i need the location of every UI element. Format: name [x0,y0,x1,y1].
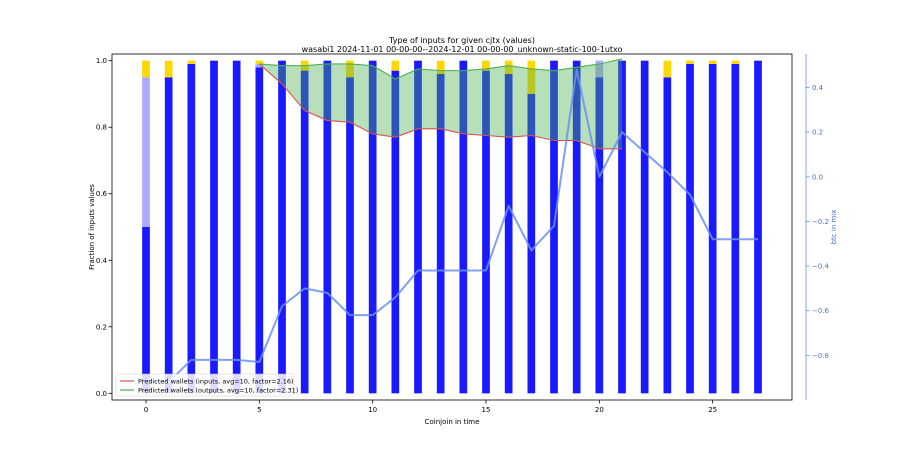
bar-segment [663,60,672,78]
bar-segment [595,60,604,78]
x-tick-label: 5 [257,406,261,414]
y2-tick-label: −0.4 [812,263,830,271]
bar-segment [142,227,150,394]
bar-segment [232,60,241,394]
chart-subtitle: wasabi1 2024-11-01 00-00-00--2024-12-01 … [301,45,623,54]
bar-segment [504,60,513,74]
x-tick-label: 25 [708,406,717,414]
x-tick-label: 0 [144,406,148,414]
fill-layer [259,58,622,149]
predicted-inputs-line [258,63,622,150]
y-tick-label: 0.4 [96,257,108,265]
plot-frame [111,53,793,401]
bar-segment [142,77,150,228]
bar-segment [278,60,286,394]
y-tick-label: 0.2 [96,323,107,331]
bar-segment [414,60,422,394]
x-axis-label: Coinjoin in time [425,418,480,426]
bar-segment [527,60,536,94]
legend: Predicted wallets (inputs, avg=10, facto… [115,373,298,397]
bar-segment [595,77,604,394]
y-tick-label: 0.0 [96,390,107,398]
bar-segment [391,60,400,71]
y-tick-label: 0.6 [96,190,108,198]
lines-layer [146,58,758,384]
axes-layer: 0 5 10 15 20 25 0.0 0.2 0.4 0.6 0.8 1.0 −0.8 −0.6 −0.4… [88,53,838,426]
bar-segment [142,60,150,78]
bar-segment [482,60,490,71]
bar-segment [754,60,762,394]
bar-segment [210,60,218,394]
bar-segment [708,63,717,394]
predicted-outputs-line [259,58,623,80]
bar-segment [731,63,740,394]
x-tick-label: 10 [368,406,377,414]
bar-segment [164,77,173,394]
bar-segment [255,60,264,64]
y2-tick-label: 0.0 [812,173,823,181]
y2-tick-label: −0.8 [812,352,829,360]
bar-segment [731,60,740,64]
x-tick-label: 20 [595,406,604,414]
bar-segment [686,60,694,64]
bar-segment [187,63,196,394]
bar-segment [572,60,581,394]
bar-segment [323,60,332,394]
bar-segment [255,67,264,394]
y2-tick-label: 0.2 [812,129,823,137]
legend-entry: Predicted wallets (inputs, avg=10, facto… [138,378,294,386]
bar-segment [164,60,173,78]
y2-axis-label: btc in mix [830,210,838,245]
bar-segment [346,77,354,394]
bar-segment [640,60,649,394]
bar-segment [708,60,717,64]
legend-entry: Predicted wallets (outputs, avg=10, fact… [138,387,298,395]
chart-title: Type of inputs for given cjtx (values) [389,36,535,45]
bar-segment [187,60,196,64]
y-axis-label: Fraction of inputs values [88,184,96,270]
bar-segment [255,63,264,68]
bar-segment [368,60,377,394]
bar-segment [436,60,445,74]
bar-segment [504,73,513,394]
predicted-wallets-fill [259,58,622,149]
y2-tick-label: −0.2 [812,218,829,226]
btc-in-mix-line [146,68,758,384]
y-tick-label: 0.8 [96,124,107,132]
bar-segment [346,60,354,78]
bar-segment [459,60,468,394]
legend-box [115,373,295,397]
y2-tick-label: 0.4 [812,84,824,92]
bar-segment [300,70,309,394]
bar-segment [436,73,445,394]
bar-segment [482,70,490,394]
bar-segment [686,63,694,394]
bar-segment [391,70,400,394]
bar-segment [527,93,536,394]
x-tick-label: 15 [482,406,491,414]
y2-tick-label: −0.6 [812,307,830,315]
y-tick-label: 1.0 [96,57,107,65]
bar-segment [618,60,626,394]
bar-segment [663,77,672,394]
